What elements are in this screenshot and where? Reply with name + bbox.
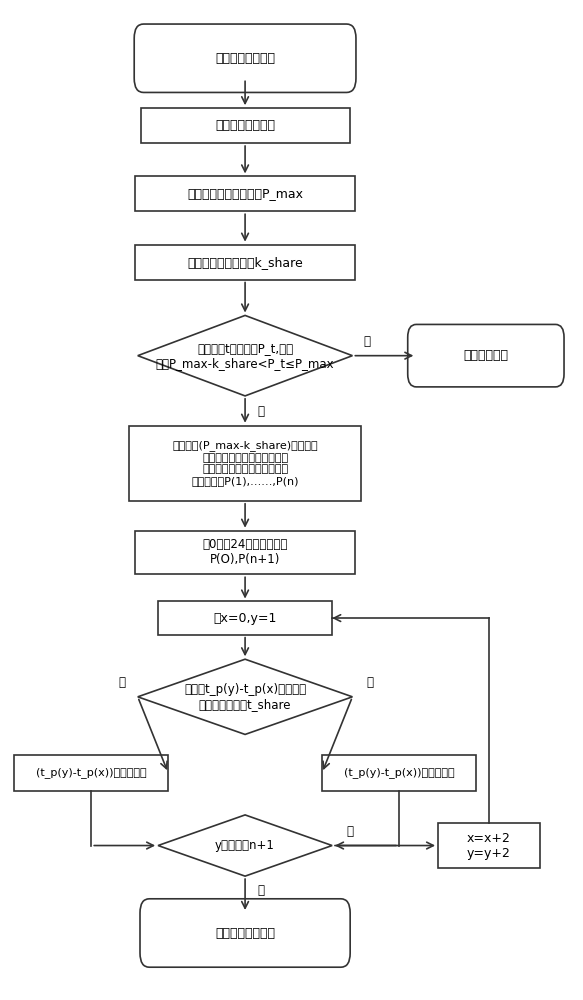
Text: 是: 是 [118, 676, 125, 689]
Bar [135, 531, 355, 574]
Bar [135, 176, 355, 211]
Bar [322, 755, 476, 791]
Text: 历史实测数据获取: 历史实测数据获取 [215, 52, 275, 65]
Text: y是否等于n+1: y是否等于n+1 [215, 839, 275, 852]
Bar [438, 823, 539, 868]
Text: 判断（t_p(y)-t_p(x)）是否大
于最小共享时长t_share: 判断（t_p(y)-t_p(x)）是否大 于最小共享时长t_share [184, 683, 306, 711]
FancyBboxPatch shape [134, 24, 356, 92]
Polygon shape [138, 315, 352, 396]
Text: 将0点和24点分别编号为
P(O),P(n+1): 将0点和24点分别编号为 P(O),P(n+1) [202, 538, 288, 566]
Text: 该时段不同享: 该时段不同享 [463, 349, 508, 362]
Bar [158, 601, 332, 635]
Text: 共享窗口判断完成: 共享窗口判断完成 [215, 927, 275, 940]
Text: 画出值为(P_max-k_share)的共享阈
值线，对其与停车需求曲线的
交点，按时间顺序从小到大，
进行编号：P(1),……,P(n): 画出值为(P_max-k_share)的共享阈 值线，对其与停车需求曲线的 交点… [172, 440, 318, 486]
Text: 确定最大停车需求峰值P_max: 确定最大停车需求峰值P_max [187, 187, 303, 200]
Polygon shape [138, 659, 352, 734]
Bar [135, 245, 355, 280]
FancyBboxPatch shape [408, 324, 564, 387]
Text: 否: 否 [366, 676, 373, 689]
Text: 停车需求时变预测: 停车需求时变预测 [215, 119, 275, 132]
Text: (t_p(y)-t_p(x))之间不共享: (t_p(y)-t_p(x))之间不共享 [343, 767, 454, 778]
Text: 是: 是 [258, 884, 265, 897]
Bar [141, 108, 350, 143]
Polygon shape [158, 815, 332, 876]
Text: 确定最小共享泊位数k_share: 确定最小共享泊位数k_share [187, 256, 303, 269]
Text: 否: 否 [258, 405, 265, 418]
Text: (t_p(y)-t_p(x))之间可共享: (t_p(y)-t_p(x))之间可共享 [36, 767, 147, 778]
Text: x=x+2
y=y+2: x=x+2 y=y+2 [467, 832, 511, 860]
Text: 若某时段t的需求为P_t,判断
是否P_max-k_share<P_t≤P_max: 若某时段t的需求为P_t,判断 是否P_max-k_share<P_t≤P_ma… [156, 342, 335, 370]
Text: 令x=0,y=1: 令x=0,y=1 [213, 612, 277, 625]
Bar [129, 426, 361, 501]
Text: 是: 是 [363, 335, 370, 348]
Bar [15, 755, 168, 791]
FancyBboxPatch shape [140, 899, 350, 967]
Text: 否: 否 [346, 825, 353, 838]
